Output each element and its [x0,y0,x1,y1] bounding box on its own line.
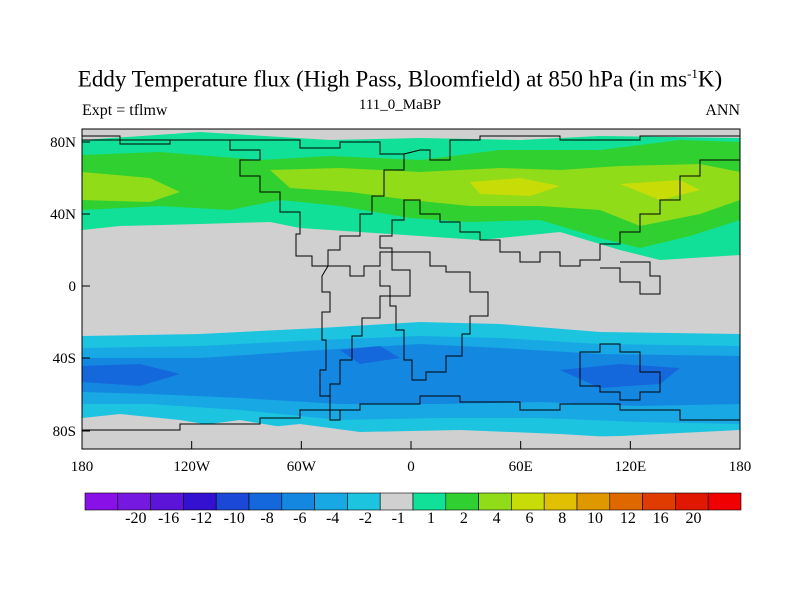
lon-tick-label: 180 [71,459,94,475]
colorbar-label: 8 [558,510,567,527]
colorbar-swatch [183,492,217,511]
sh-negative-high [82,344,740,406]
lon-tick-label: 120W [173,459,211,475]
lon-tick-label: 60E [509,459,533,475]
sh-negative-max [82,346,680,388]
southern-polar-region [82,420,740,449]
colorbar-swatch [248,492,283,511]
antarctica-coastline [82,395,740,431]
colorbar-swatch [478,492,512,511]
experiment-label: Expt = tflmw [82,102,168,119]
colorbar-label: -2 [358,510,373,527]
colorbar [84,492,742,511]
colorbar-swatch [445,492,479,511]
colorbar-swatch [150,492,184,511]
colorbar-label: -12 [190,510,213,527]
latitude-axis: 80N 40N 0 40S 80S [50,135,90,440]
colorbar-label: -6 [293,510,307,527]
southeast-asia-islands-coastline [600,261,661,295]
colorbar-swatch [412,492,447,511]
lat-tick-label: 80N [50,135,76,151]
coastlines [82,135,740,431]
season-label: ANN [705,102,740,119]
northern-polar-region [82,129,740,134]
colorbar-swatch [379,492,414,511]
colorbar-label: 20 [685,510,702,527]
colorbar-label: 10 [587,510,604,527]
colorbar-swatch [642,492,676,511]
colorbar-swatch [543,492,578,511]
nh-positive-max [82,164,740,226]
south-america-coastline [319,251,411,421]
colorbar-label: 6 [525,510,534,527]
colorbar-label: -8 [260,510,274,527]
longitude-axis: 180 120W 60W 0 60E 120E 180 [71,441,752,475]
colorbar-label: -1 [391,510,405,527]
lat-tick-label: 80S [53,424,76,440]
lat-tick-label: 40S [53,351,76,367]
lat-tick-label: 40N [50,207,76,223]
colorbar-label: -4 [325,510,340,527]
colorbar-swatch [215,492,250,511]
north-america-coastline [82,135,405,267]
figure-subtitle: 111_0_MaBP [358,97,442,113]
lat-tick-label: 0 [69,279,77,295]
colorbar-swatch [707,492,742,511]
australia-coastline [579,343,661,401]
colorbar-label: -20 [125,510,147,527]
colorbar-label: 1 [427,510,436,527]
colorbar-swatch [314,492,348,511]
colorbar-swatch [347,492,381,511]
colorbar-swatch [576,492,611,511]
colorbar-label: 12 [619,510,636,527]
lon-tick-label: 180 [729,459,752,475]
eurasia-africa-coastline [379,135,740,381]
colorbar-label: 2 [459,510,468,527]
nh-positive-peak [470,178,700,200]
colorbar-swatch [511,492,545,511]
colorbar-swatch [609,492,643,511]
colorbar-label: -10 [223,510,245,527]
colorbar-swatch [675,492,709,511]
colorbar-label: 16 [652,510,669,527]
lon-tick-label: 60W [287,459,317,475]
lon-tick-label: 0 [407,459,415,475]
lon-tick-label: 120E [614,459,646,475]
colorbar-label: 4 [492,510,501,527]
contour-field [82,129,740,449]
colorbar-swatch [281,492,315,511]
colorbar-label: -16 [157,510,180,527]
figure-title: Eddy Temperature flux (High Pass, Bloomf… [77,66,723,92]
colorbar-swatch [117,492,151,511]
colorbar-swatch [84,492,119,511]
